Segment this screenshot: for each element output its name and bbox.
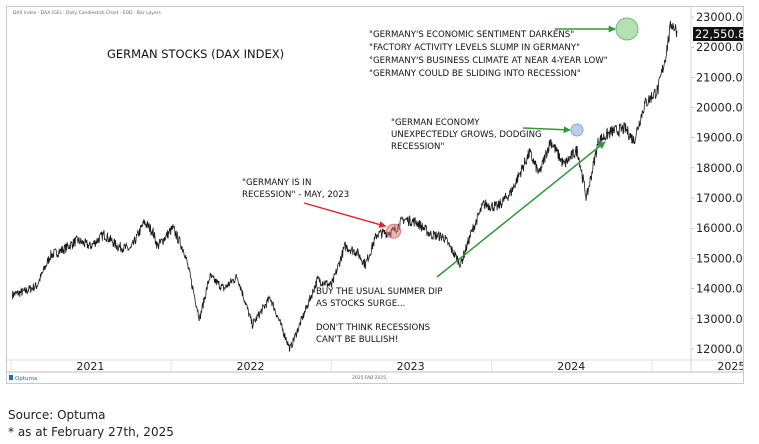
plot-area bbox=[11, 20, 678, 352]
y-tick-label: 17000.00 bbox=[696, 192, 743, 205]
annotation-summer-dip-line: BUY THE USUAL SUMMER DIP bbox=[316, 287, 443, 297]
annotation-headlines-2025: "GERMANY'S ECONOMIC SENTIMENT DARKENS" "F… bbox=[369, 30, 608, 79]
headlines-marker bbox=[615, 17, 639, 41]
y-tick-label: 18000.00 bbox=[696, 162, 743, 175]
annotation-headlines-2025-line: "GERMANY COULD BE SLIDING INTO RECESSION… bbox=[369, 69, 581, 79]
annotation-unexpected-growth: "GERMAN ECONOMY UNEXPECTEDLY GROWS, DODGI… bbox=[391, 118, 542, 152]
chart-title: GERMAN STOCKS (DAX INDEX) bbox=[107, 47, 284, 61]
optuma-brand: Optuma bbox=[15, 376, 37, 382]
annotation-recession-2023: "GERMANY IS IN RECESSION" - MAY, 2023 bbox=[242, 178, 349, 200]
y-tick-label: 23000.00 bbox=[696, 11, 743, 24]
annotation-summer-dip: BUY THE USUAL SUMMER DIP AS STOCKS SURGE.… bbox=[316, 287, 443, 309]
last-price-tag bbox=[693, 27, 743, 41]
x-tick-label: 2025 bbox=[717, 360, 743, 373]
y-tick-label: 13000.00 bbox=[696, 313, 743, 326]
annotation-recessions-bullish-line: DON'T THINK RECESSIONS bbox=[316, 323, 430, 333]
y-tick-label: 20000.00 bbox=[696, 102, 743, 115]
annotations: "GERMANY IS IN RECESSION" - MAY, 2023 BUY … bbox=[242, 17, 639, 345]
x-tick-label: 2022 bbox=[237, 360, 265, 373]
source-caption: Source: Optuma bbox=[8, 408, 106, 422]
optuma-logo-icon bbox=[9, 375, 13, 380]
date-note: * as at February 27th, 2025 bbox=[8, 425, 174, 439]
annotation-recessions-bullish: DON'T THINK RECESSIONS CAN'T BE BULLISH! bbox=[316, 323, 430, 345]
y-tick-label: 19000.00 bbox=[696, 132, 743, 145]
x-tick-label: 2021 bbox=[76, 360, 104, 373]
y-tick-label: 16000.00 bbox=[696, 222, 743, 235]
growth-arrow bbox=[522, 126, 571, 134]
annotation-unexpected-growth-line: RECESSION" bbox=[391, 142, 444, 152]
growth-marker bbox=[570, 123, 584, 137]
recession-2023-marker bbox=[386, 223, 402, 239]
annotation-headlines-2025-line: "GERMANY'S BUSINESS CLIMATE AT NEAR 4-YE… bbox=[369, 56, 608, 66]
annotation-unexpected-growth-line: UNEXPECTEDLY GROWS, DODGING bbox=[391, 130, 542, 140]
price-line bbox=[11, 20, 678, 352]
y-axis: 12000.00 13000.00 14000.00 15000.00 16000.00… bbox=[690, 7, 743, 372]
annotation-recession-2023-line: RECESSION" - MAY, 2023 bbox=[242, 190, 349, 200]
x-axis: 2021 2022 2023 2024 2025 bbox=[7, 359, 743, 373]
annotation-headlines-2025-line: "GERMANY'S ECONOMIC SENTIMENT DARKENS" bbox=[369, 30, 574, 40]
y-tick-label: 15000.00 bbox=[696, 252, 743, 265]
recession-2023-arrow bbox=[303, 202, 387, 228]
annotation-summer-dip-line: AS STOCKS SURGE... bbox=[316, 299, 405, 309]
trend-arrow bbox=[436, 141, 606, 278]
y-tick-label: 21000.00 bbox=[696, 71, 743, 84]
last-price-label: 22,550.89 bbox=[695, 28, 743, 41]
dax-chart[interactable]: DAX Index · DAX (GE) · Daily Candlestick… bbox=[7, 7, 743, 383]
y-tick-label: 14000.00 bbox=[696, 283, 743, 296]
annotation-recession-2023-line: "GERMANY IS IN bbox=[242, 178, 311, 188]
x-tick-label: 2023 bbox=[397, 360, 425, 373]
x-tick-label: 2024 bbox=[557, 360, 585, 373]
chart-header-info: DAX Index · DAX (GE) · Daily Candlestick… bbox=[13, 10, 162, 16]
y-tick-label: 22000.00 bbox=[696, 41, 743, 54]
y-tick-label: 12000.00 bbox=[696, 343, 743, 356]
annotation-headlines-2025-line: "FACTORY ACTIVITY LEVELS SLUMP IN GERMAN… bbox=[369, 43, 580, 53]
footer-center: 2025 FAB 2025 bbox=[352, 375, 386, 381]
annotation-recessions-bullish-line: CAN'T BE BULLISH! bbox=[316, 335, 398, 345]
chart-frame: DAX Index · DAX (GE) · Daily Candlestick… bbox=[6, 6, 744, 384]
annotation-unexpected-growth-line: "GERMAN ECONOMY bbox=[391, 118, 480, 128]
